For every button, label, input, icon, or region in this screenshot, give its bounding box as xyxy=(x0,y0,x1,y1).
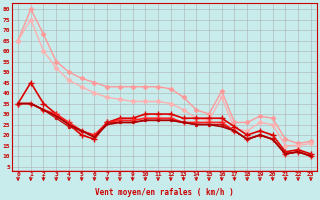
X-axis label: Vent moyen/en rafales ( km/h ): Vent moyen/en rafales ( km/h ) xyxy=(95,188,234,197)
